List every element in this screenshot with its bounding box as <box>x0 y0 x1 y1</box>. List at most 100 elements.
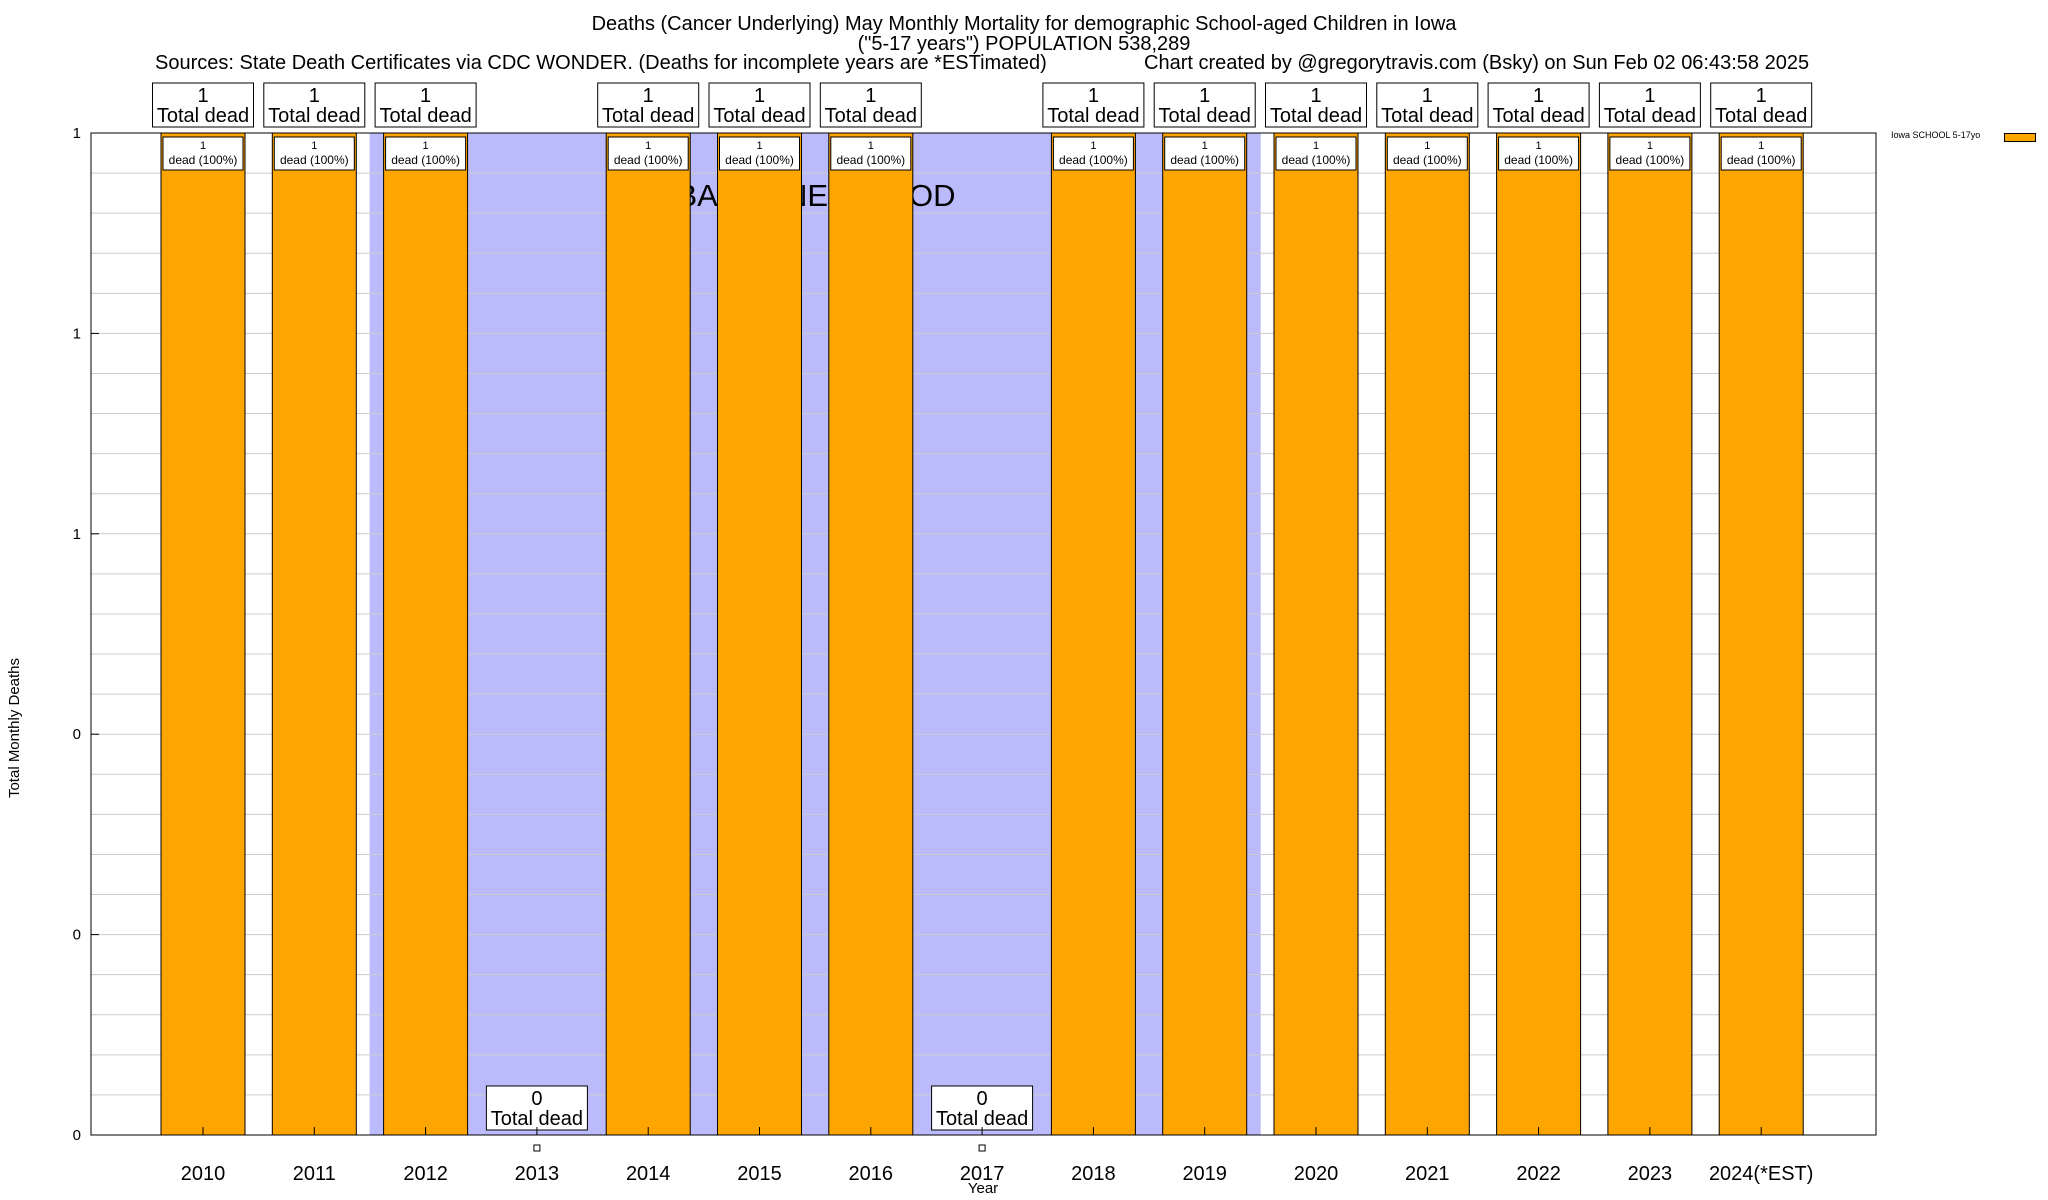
total-label-value: 1 <box>1756 85 1767 107</box>
bar-label-box <box>719 136 800 171</box>
total-label-box <box>1153 82 1256 128</box>
legend-label: Iowa SCHOOL 5-17yo <box>1891 130 1981 140</box>
bar-label-value: 1 <box>645 140 651 152</box>
total-label-box <box>374 82 477 128</box>
bar-label-value: 1 <box>868 140 874 152</box>
bar-label-text: dead (100%) <box>169 153 238 167</box>
x-tick-label: 2019 <box>1182 1163 1227 1185</box>
bar-label-box <box>162 136 244 171</box>
bar-label-value: 1 <box>423 140 429 152</box>
total-label-text: Total dead <box>602 105 694 127</box>
x-tick-label: 2024(*EST) <box>1709 1163 1814 1185</box>
bar-label-value: 1 <box>311 140 317 152</box>
bar <box>1384 132 1470 1136</box>
bar-label-box <box>1386 136 1468 171</box>
bar <box>828 132 914 1136</box>
bar-label-value: 1 <box>1424 140 1430 152</box>
bar <box>160 132 246 1136</box>
total-label-text: Total dead <box>825 105 917 127</box>
bar-label-box <box>1164 136 1246 171</box>
bar-label-box <box>1052 136 1134 171</box>
total-label-value: 1 <box>420 85 431 107</box>
bar-label-box <box>830 136 912 171</box>
bar-label-box <box>607 136 689 171</box>
bar-label-value: 1 <box>1090 140 1096 152</box>
y-axis-label: Total Monthly Deaths <box>6 657 23 799</box>
x-tick-label: 2020 <box>1294 1163 1339 1185</box>
total-label-text: Total dead <box>713 105 805 127</box>
y-tick-label: 0 <box>73 1127 81 1144</box>
total-label-value: 1 <box>1644 85 1655 107</box>
chart-title: Deaths (Cancer Underlying) May Monthly M… <box>591 13 1457 35</box>
bar-label-box <box>1498 136 1580 171</box>
x-tick-label: 2012 <box>403 1163 448 1185</box>
bar-label-text: dead (100%) <box>280 153 349 167</box>
chart-sources: Sources: State Death Certificates via CD… <box>155 52 1047 74</box>
bar <box>1162 132 1248 1136</box>
total-label-value: 1 <box>643 85 654 107</box>
bar <box>1718 132 1804 1136</box>
bar-label-value: 1 <box>1536 140 1542 152</box>
total-label-value: 1 <box>309 85 320 107</box>
x-tick-label: 2023 <box>1628 1163 1673 1185</box>
total-label-box <box>1710 82 1813 128</box>
chart-credit: Chart created by @gregorytravis.com (Bsk… <box>1144 52 1810 74</box>
bar <box>605 132 691 1136</box>
x-tick-label: 2014 <box>626 1163 671 1185</box>
bar-label-text: dead (100%) <box>391 153 460 167</box>
bar-label-text: dead (100%) <box>1059 153 1128 167</box>
x-tick-label: 2017 <box>960 1163 1005 1185</box>
total-label-value: 1 <box>1199 85 1210 107</box>
bar <box>271 132 357 1136</box>
legend-swatch <box>2004 133 2036 142</box>
bar-label-box <box>385 136 467 171</box>
total-label-value: 1 <box>197 85 208 107</box>
x-tick-label: 2011 <box>293 1163 336 1185</box>
bar <box>1496 132 1582 1136</box>
total-label-text: Total dead <box>491 1108 583 1130</box>
bar <box>1273 132 1359 1136</box>
bar-label-value: 1 <box>1202 140 1208 152</box>
plot-border <box>90 132 1877 1136</box>
total-label-text: Total dead <box>1381 105 1473 127</box>
bar-label-box <box>1720 136 1802 171</box>
bar-label-box <box>273 136 355 171</box>
bar-label-value: 1 <box>1647 140 1653 152</box>
bar-label-value: 1 <box>200 140 206 152</box>
total-label-value: 1 <box>865 85 876 107</box>
total-label-text: Total dead <box>157 105 249 127</box>
x-tick-label: 2015 <box>737 1163 782 1185</box>
total-label-text: Total dead <box>268 105 360 127</box>
total-label-box <box>1042 82 1145 128</box>
total-label-box <box>1598 82 1701 128</box>
total-label-text: Total dead <box>1159 105 1251 127</box>
y-tick-label: 1 <box>73 325 81 342</box>
x-tick-label: 2013 <box>515 1163 560 1185</box>
bar-label-text: dead (100%) <box>836 153 905 167</box>
zero-marker <box>978 1144 986 1152</box>
bar-label-value: 1 <box>756 140 762 152</box>
bar-label-text: dead (100%) <box>725 153 794 167</box>
total-label-box <box>1265 82 1367 128</box>
bar <box>1607 132 1693 1136</box>
bar-label-text: dead (100%) <box>614 153 683 167</box>
bar-label-text: dead (100%) <box>1170 153 1239 167</box>
total-label-value: 1 <box>754 85 765 107</box>
bar-label-text: dead (100%) <box>1282 153 1351 167</box>
total-label-value: 1 <box>1533 85 1544 107</box>
bar-label-box <box>1275 136 1357 171</box>
total-label-text: Total dead <box>1604 105 1696 127</box>
y-tick-label: 0 <box>73 927 81 944</box>
bar-label-text: dead (100%) <box>1393 153 1462 167</box>
y-tick-label: 0 <box>73 726 81 743</box>
bar <box>717 132 802 1136</box>
total-label-text: Total dead <box>379 105 471 127</box>
total-label-box <box>819 82 922 128</box>
total-label-value: 0 <box>531 1088 542 1110</box>
zero-marker <box>533 1144 541 1152</box>
bar <box>1050 132 1136 1136</box>
bar-label-box <box>1609 136 1691 171</box>
total-label-box <box>485 1085 588 1131</box>
bar-label-value: 1 <box>1758 140 1764 152</box>
bar <box>383 132 469 1136</box>
